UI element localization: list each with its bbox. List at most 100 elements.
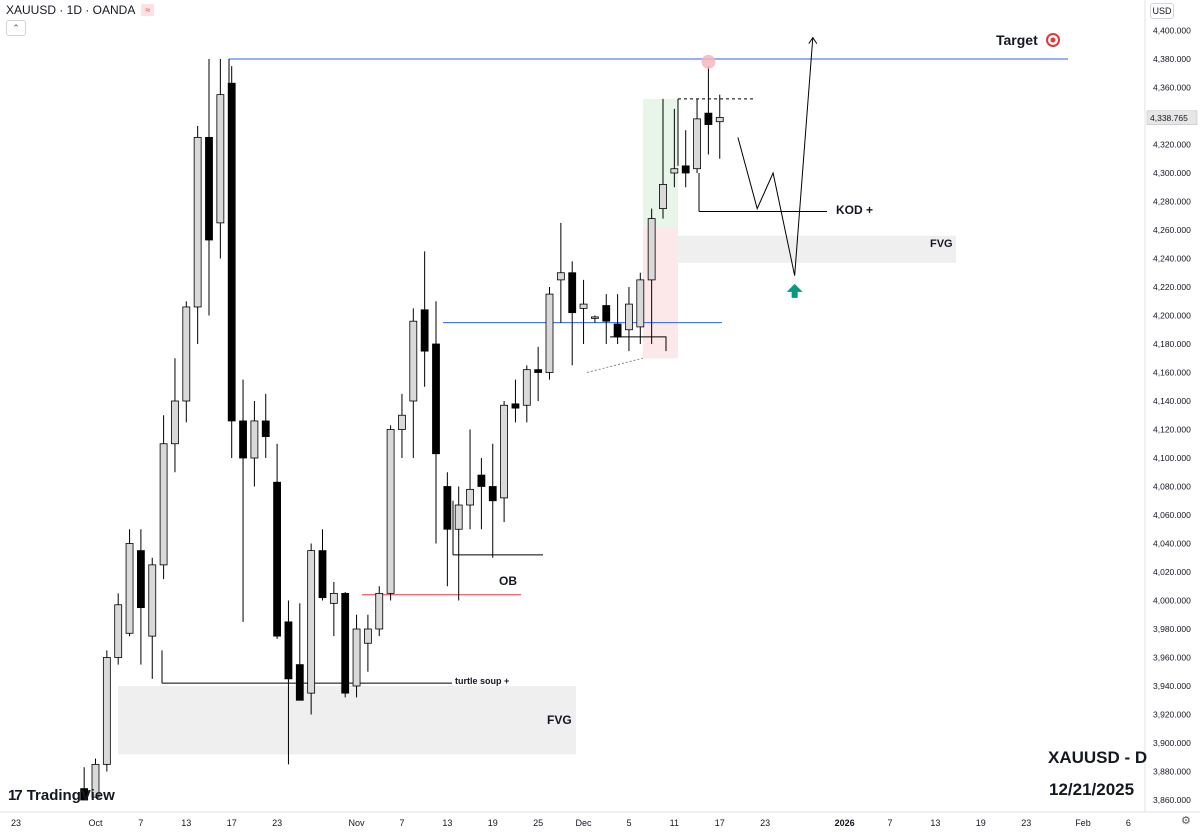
y-tick-label: 4,160.000: [1153, 368, 1191, 378]
tradingview-wordmark: TradingView: [26, 787, 115, 804]
candle-body[interactable]: [261, 420, 270, 438]
candle-body[interactable]: [295, 664, 304, 701]
candle-body[interactable]: [205, 136, 213, 241]
y-tick-label: 4,140.000: [1153, 396, 1191, 406]
candle-body[interactable]: [693, 118, 701, 170]
x-tick-label: 13: [181, 818, 191, 828]
candle-body[interactable]: [613, 323, 622, 338]
y-tick-label: 4,240.000: [1153, 254, 1191, 264]
y-tick-label: 4,000.000: [1153, 596, 1191, 606]
candle-body[interactable]: [91, 763, 100, 798]
candle-body[interactable]: [136, 550, 145, 609]
x-tick-label: Feb: [1075, 818, 1091, 828]
high-marker[interactable]: [701, 54, 716, 69]
candle-body[interactable]: [398, 414, 406, 430]
candle-body[interactable]: [352, 628, 361, 687]
x-tick-label: 7: [887, 818, 892, 828]
candle-body[interactable]: [454, 504, 463, 530]
candle-body[interactable]: [534, 369, 543, 373]
last-price-label: 4,338.765: [1150, 113, 1188, 123]
candle-body[interactable]: [591, 316, 599, 319]
candle-body[interactable]: [363, 628, 372, 644]
trend-dots-line[interactable]: [586, 357, 644, 373]
y-tick-label: 4,120.000: [1153, 425, 1191, 435]
y-tick-label: 4,220.000: [1153, 282, 1191, 292]
y-tick-label: 4,100.000: [1153, 453, 1191, 463]
candle-body[interactable]: [647, 218, 656, 281]
fvg-lower-zone[interactable]: [118, 686, 576, 755]
tradingview-logo[interactable]: 17 TradingView: [8, 787, 115, 804]
candle-body[interactable]: [171, 400, 179, 445]
candle-body[interactable]: [182, 306, 191, 402]
candle-body[interactable]: [511, 403, 520, 409]
candle-body[interactable]: [375, 592, 384, 630]
candle-body[interactable]: [443, 486, 452, 530]
candle-body[interactable]: [273, 481, 282, 637]
symbol-header[interactable]: XAUUSD · 1D · OANDA ≈: [6, 3, 155, 17]
candle-body[interactable]: [704, 112, 713, 125]
y-tick-label: 4,400.000: [1153, 26, 1191, 36]
data-status-badge[interactable]: ≈: [141, 4, 155, 16]
candle-body[interactable]: [556, 272, 565, 281]
candle-body[interactable]: [420, 309, 429, 352]
candle-body[interactable]: [466, 488, 474, 506]
candle-body[interactable]: [545, 293, 554, 373]
x-tick-label: 11: [670, 818, 679, 828]
candle-body[interactable]: [193, 136, 202, 308]
candle-body[interactable]: [500, 404, 509, 499]
candle-body[interactable]: [159, 443, 168, 566]
candle-body[interactable]: [715, 117, 724, 123]
candle-body[interactable]: [522, 369, 531, 406]
y-tick-label: 4,040.000: [1153, 539, 1191, 549]
x-tick-label: Oct: [88, 818, 103, 828]
candle-body[interactable]: [659, 183, 667, 210]
candle-body[interactable]: [681, 165, 690, 174]
projected-path[interactable]: [737, 37, 814, 276]
candle-body[interactable]: [409, 320, 418, 402]
y-tick-label: 4,300.000: [1153, 168, 1191, 178]
candle-body[interactable]: [568, 272, 577, 314]
candle-body[interactable]: [239, 420, 247, 459]
candle-body[interactable]: [284, 621, 293, 680]
candle-body[interactable]: [432, 343, 440, 455]
candle-body[interactable]: [80, 788, 89, 801]
candle-body[interactable]: [386, 429, 395, 594]
candle-body[interactable]: [318, 550, 327, 599]
candle-body[interactable]: [488, 486, 497, 502]
up-arrow-icon[interactable]: [786, 283, 803, 298]
y-tick-label: 4,360.000: [1153, 83, 1191, 93]
candle-body[interactable]: [307, 550, 316, 694]
currency-button[interactable]: USD: [1150, 3, 1174, 19]
settings-gear-icon[interactable]: ⚙: [1181, 815, 1191, 827]
candle-body[interactable]: [114, 604, 123, 658]
candle-body[interactable]: [250, 420, 259, 459]
x-tick-label: 23: [1021, 818, 1031, 828]
x-tick-label: 17: [715, 818, 725, 828]
y-tick-label: 3,860.000: [1153, 795, 1191, 805]
symbol-title: XAUUSD · 1D · OANDA: [6, 3, 136, 17]
fvg-upper-zone[interactable]: [653, 235, 956, 263]
x-tick-label: Nov: [349, 818, 366, 828]
x-tick-label: 13: [930, 818, 940, 828]
candle-body[interactable]: [216, 94, 225, 224]
candle-body[interactable]: [636, 279, 645, 328]
y-tick-label: 4,180.000: [1153, 339, 1191, 349]
candle-body[interactable]: [329, 592, 338, 604]
candle-body[interactable]: [670, 168, 679, 174]
collapse-legend-button[interactable]: ⌃: [6, 20, 26, 36]
candle-body[interactable]: [579, 303, 588, 309]
candle-body[interactable]: [602, 305, 611, 322]
candle-body[interactable]: [341, 592, 350, 694]
last-price-badge: [1146, 110, 1198, 126]
y-tick-label: 3,880.000: [1153, 767, 1191, 777]
candle-body[interactable]: [625, 303, 633, 331]
y-tick-label: 3,940.000: [1153, 681, 1191, 691]
x-tick-label: 23: [272, 818, 282, 828]
candle-body[interactable]: [477, 474, 486, 487]
candle-body[interactable]: [148, 564, 157, 637]
candle-body[interactable]: [125, 543, 134, 634]
candle-body[interactable]: [227, 82, 236, 422]
candle-body[interactable]: [102, 657, 111, 765]
